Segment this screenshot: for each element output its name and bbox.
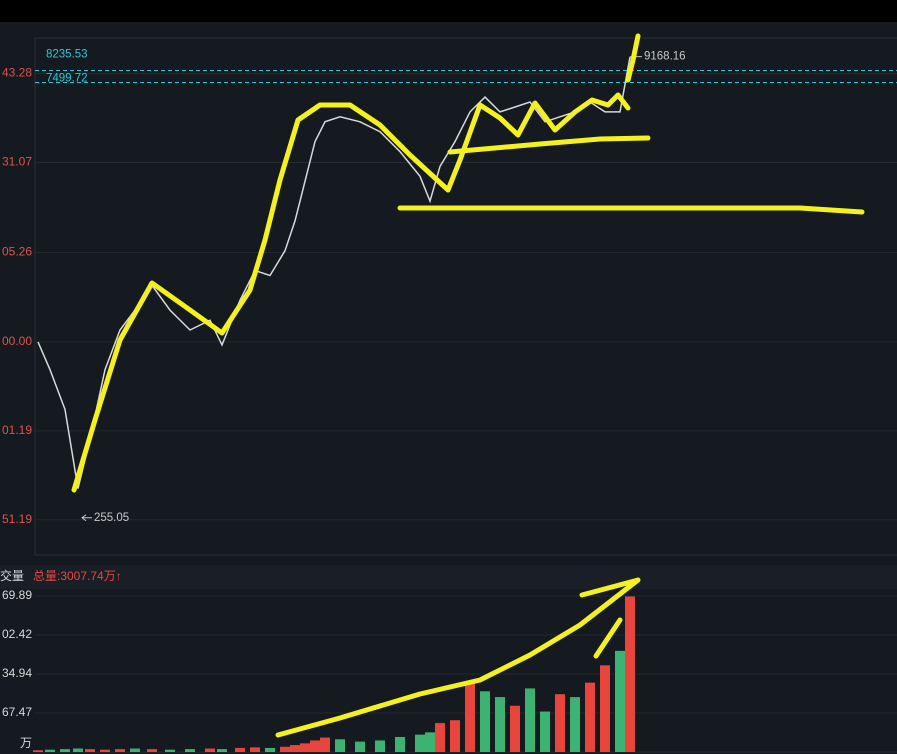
reference-label: 8235.53 (46, 49, 88, 61)
volume-bar (235, 747, 245, 752)
y-tick-label: 67.47 (2, 705, 32, 719)
volume-bar (290, 745, 300, 752)
volume-header (0, 565, 897, 589)
price-line (37, 56, 631, 489)
volume-bar (450, 720, 460, 752)
volume-bar (100, 749, 110, 752)
volume-bar (335, 739, 345, 752)
chart-background (0, 22, 897, 754)
volume-bar (250, 747, 260, 752)
volume-bar (147, 749, 157, 752)
volume-bar (495, 697, 505, 752)
volume-bar (375, 740, 385, 752)
y-tick-label: 01.19 (2, 423, 32, 437)
volume-bar (115, 749, 125, 752)
volume-bar (310, 740, 320, 752)
breakout-stroke (625, 33, 641, 83)
y-tick-label: 00.00 (2, 334, 32, 348)
volume-bar (415, 734, 425, 752)
volume-bar (165, 749, 175, 752)
reference-label: 7499.72 (46, 73, 88, 85)
y-tick-label: 万 (20, 736, 32, 750)
volume-bar (205, 748, 215, 752)
volume-bar (465, 682, 475, 752)
y-tick-label: 02.42 (2, 627, 32, 641)
volume-bar (555, 694, 565, 752)
volume-bar (45, 749, 55, 752)
trend-stroke (71, 92, 631, 493)
y-tick-label: 43.28 (2, 66, 32, 80)
volume-bar (625, 596, 635, 752)
volume-bar (280, 746, 290, 752)
volume-bar (585, 682, 595, 752)
volume-bar (85, 749, 95, 752)
volume-bar (73, 748, 83, 752)
volume-bar (33, 750, 43, 752)
volume-bar (525, 688, 535, 752)
support-stroke (447, 135, 651, 155)
y-tick-label: 69.89 (2, 588, 32, 602)
volume-bar (300, 743, 310, 752)
volume-bar (540, 711, 550, 752)
volume-bar (435, 723, 445, 752)
min-pointer (81, 514, 92, 522)
volume-bar (480, 691, 490, 752)
volume-bar (130, 748, 140, 752)
y-tick-label: 51.19 (2, 512, 32, 526)
max-label: 9168.16 (644, 51, 686, 63)
volume-bar (510, 705, 520, 752)
volume-bar (265, 747, 275, 752)
support-stroke (397, 205, 865, 215)
marks: 43.28 31.07 05.26 00.00 01.19 51.19 8235.53 749… (2, 49, 897, 753)
volume-bar (60, 749, 70, 752)
volume-title: 交量 (0, 568, 24, 583)
volume-bar (355, 741, 365, 752)
volume-stroke (275, 577, 641, 738)
volume-bar (600, 665, 610, 752)
min-label: 255.05 (94, 512, 129, 524)
y-tick-label: 34.94 (2, 666, 32, 680)
volume-bar (570, 697, 580, 752)
volume-total: 总量:3007.74万↑ (33, 569, 122, 583)
volume-bar (395, 736, 405, 752)
volume-bar (185, 749, 195, 752)
volume-bar (217, 749, 227, 752)
hand-annotations (71, 33, 865, 738)
y-tick-label: 05.26 (2, 245, 32, 259)
volume-bar (425, 732, 435, 752)
volume-bar (615, 650, 625, 752)
y-tick-label: 31.07 (2, 155, 32, 169)
volume-bar (320, 737, 330, 752)
